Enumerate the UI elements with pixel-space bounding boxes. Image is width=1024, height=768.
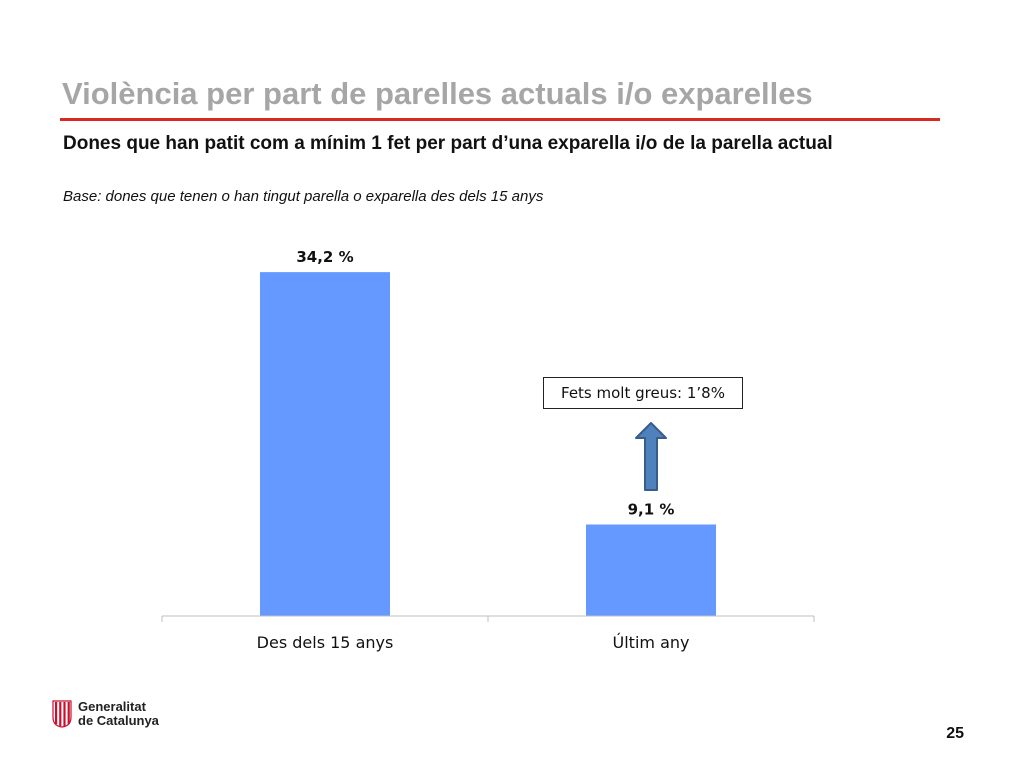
- slide-title: Violència per part de parelles actuals i…: [62, 76, 813, 111]
- x-tick-label: Últim any: [613, 633, 690, 652]
- logo-line-2: de Catalunya: [78, 713, 159, 728]
- slide-subtitle: Dones que han patit com a mínim 1 fet pe…: [63, 133, 833, 154]
- generalitat-logo: Generalitat de Catalunya: [52, 700, 159, 728]
- data-label: 9,1 %: [628, 501, 675, 519]
- x-tick-label: Des dels 15 anys: [257, 633, 394, 652]
- data-label: 34,2 %: [296, 248, 353, 266]
- page-number: 25: [946, 725, 964, 742]
- logo-line-1: Generalitat: [78, 699, 146, 714]
- bars-layer: [260, 272, 716, 616]
- base-note: Base: dones que tenen o han tingut parel…: [63, 188, 544, 205]
- data-labels-layer: 34,2 % 9,1 %: [296, 248, 674, 518]
- x-axis: Des dels 15 anys Últim any: [161, 615, 815, 652]
- bar: [586, 524, 716, 616]
- callout-box: Fets molt greus: 1’8%: [543, 377, 743, 409]
- title-divider: [60, 118, 940, 121]
- bar: [260, 272, 390, 616]
- up-arrow-icon: [635, 422, 667, 491]
- catalan-flag-icon: [52, 700, 72, 728]
